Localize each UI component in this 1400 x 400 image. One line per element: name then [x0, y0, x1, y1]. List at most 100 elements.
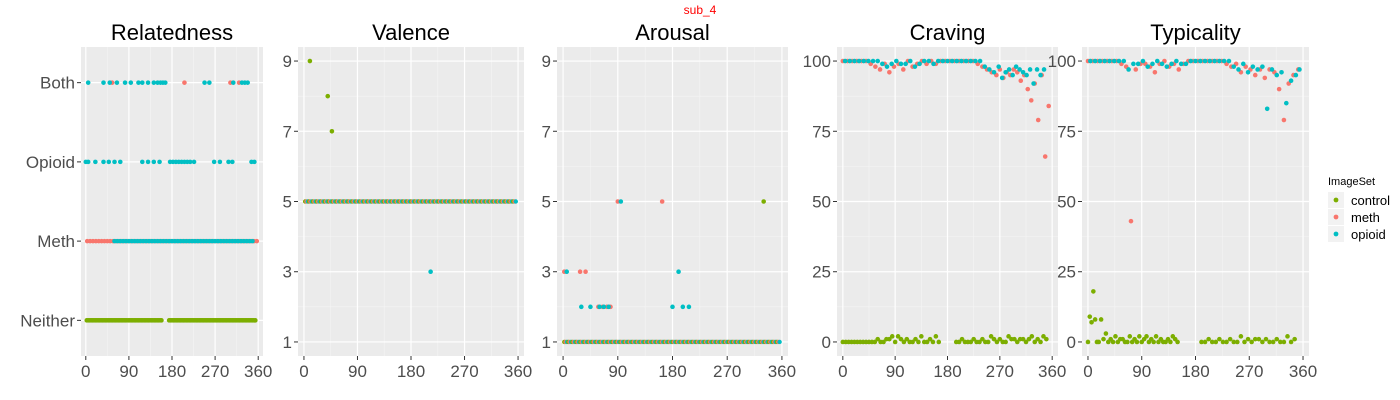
data-point-opioid	[861, 58, 867, 64]
data-point-control	[991, 336, 997, 342]
data-point-control	[1035, 336, 1040, 342]
data-point-meth	[1128, 218, 1134, 224]
data-point-meth	[577, 269, 583, 275]
data-point-control	[1292, 336, 1297, 342]
data-point-opioid	[926, 58, 932, 64]
data-point-control	[1231, 339, 1237, 345]
data-point-control	[1281, 339, 1287, 345]
x-tick-label: 360	[504, 362, 532, 381]
data-point-opioid	[1293, 72, 1299, 78]
data-point-control	[1026, 336, 1032, 342]
data-point-control	[1249, 339, 1254, 345]
panel-arousal: 0 90 180 270 360 1 3 5 7 9 Arousal	[542, 20, 797, 381]
data-point-opioid	[428, 269, 433, 275]
data-point-control	[1227, 336, 1233, 342]
x-tick-label: 360	[1289, 362, 1317, 381]
data-point-meth	[1176, 67, 1182, 72]
data-point-meth	[1262, 75, 1268, 81]
legend: ImageSet control meth opioid	[1328, 176, 1390, 242]
data-point-opioid	[1284, 100, 1289, 106]
data-point-meth	[1025, 86, 1031, 92]
data-point-opioid	[157, 159, 162, 165]
data-point-control	[1278, 339, 1283, 345]
data-point-opioid	[1038, 72, 1043, 78]
data-point-control	[1127, 334, 1133, 339]
x-tick-label: 90	[608, 362, 627, 381]
data-point-control	[1125, 339, 1130, 345]
data-point-opioid	[1126, 67, 1131, 72]
data-point-opioid	[870, 58, 876, 64]
legend-label-control: control	[1351, 193, 1390, 208]
data-point-opioid	[1159, 61, 1165, 67]
data-point-opioid	[579, 304, 584, 310]
data-point-opioid	[1169, 61, 1174, 67]
data-point-opioid	[1092, 58, 1098, 64]
y-tick-label: 3	[542, 263, 551, 282]
data-point-control	[1235, 339, 1240, 345]
data-point-opioid	[231, 80, 236, 85]
x-tick-label: 180	[933, 362, 961, 381]
data-point-opioid	[1193, 58, 1198, 64]
data-point-opioid	[1207, 58, 1213, 64]
data-point-opioid	[686, 304, 692, 310]
data-point-opioid	[101, 80, 106, 85]
data-point-control	[1209, 339, 1215, 345]
data-point-opioid	[230, 159, 235, 165]
data-point-control	[761, 199, 766, 204]
data-point-opioid	[85, 159, 91, 165]
data-point-opioid	[1020, 69, 1026, 75]
data-point-opioid	[606, 304, 611, 310]
data-point-control	[1029, 334, 1035, 339]
data-point-control	[956, 339, 962, 345]
y-tick-label: 0	[822, 333, 831, 352]
data-point-meth	[182, 80, 187, 85]
data-point-opioid	[945, 58, 950, 64]
data-point-meth	[887, 69, 892, 75]
data-point-opioid	[93, 159, 98, 165]
data-point-control	[895, 334, 901, 339]
data-point-control	[1038, 339, 1043, 345]
data-point-opioid	[1279, 69, 1284, 75]
data-point-opioid	[676, 269, 681, 275]
data-point-opioid	[207, 80, 212, 85]
data-point-control	[997, 336, 1003, 342]
legend-key-control	[1333, 197, 1339, 203]
data-point-control	[1220, 339, 1226, 345]
data-point	[777, 339, 782, 345]
data-point-control	[924, 339, 930, 345]
data-point-opioid	[1178, 61, 1184, 67]
data-point-control	[916, 339, 921, 345]
data-point-control	[1089, 319, 1094, 325]
data-point-control	[898, 336, 904, 342]
data-point-opioid	[187, 159, 193, 165]
data-point-opioid	[211, 159, 217, 165]
data-point-opioid	[931, 61, 936, 67]
data-point-control	[1260, 339, 1265, 345]
data-point-control	[913, 336, 918, 342]
data-point-meth	[1035, 117, 1041, 123]
data-point-opioid	[847, 58, 853, 64]
data-point-opioid	[1288, 78, 1294, 84]
data-point-meth	[877, 67, 883, 72]
data-point-control	[1044, 336, 1049, 342]
data-point-meth	[1028, 98, 1034, 103]
data-point-opioid	[1250, 64, 1256, 69]
data-point-control	[1213, 339, 1219, 345]
x-tick-label: 180	[397, 362, 425, 381]
data-point-opioid	[1297, 67, 1302, 72]
y-tick-label: 9	[542, 52, 551, 71]
data-point-control	[892, 339, 898, 345]
panel-title: Valence	[372, 20, 450, 45]
data-point-control	[1014, 339, 1020, 345]
x-tick-label: 90	[1132, 362, 1151, 381]
data-point-opioid	[921, 58, 927, 64]
data-point-meth	[1042, 154, 1048, 159]
y-tick-label: 75	[812, 122, 831, 141]
data-point-control	[968, 339, 974, 345]
y-tick-label: 50	[1057, 193, 1076, 212]
x-tick-label: 270	[713, 362, 741, 381]
data-point-meth	[659, 199, 665, 204]
data-point-control	[875, 336, 881, 342]
data-point-opioid	[1212, 58, 1217, 64]
data-point-opioid	[136, 80, 141, 85]
